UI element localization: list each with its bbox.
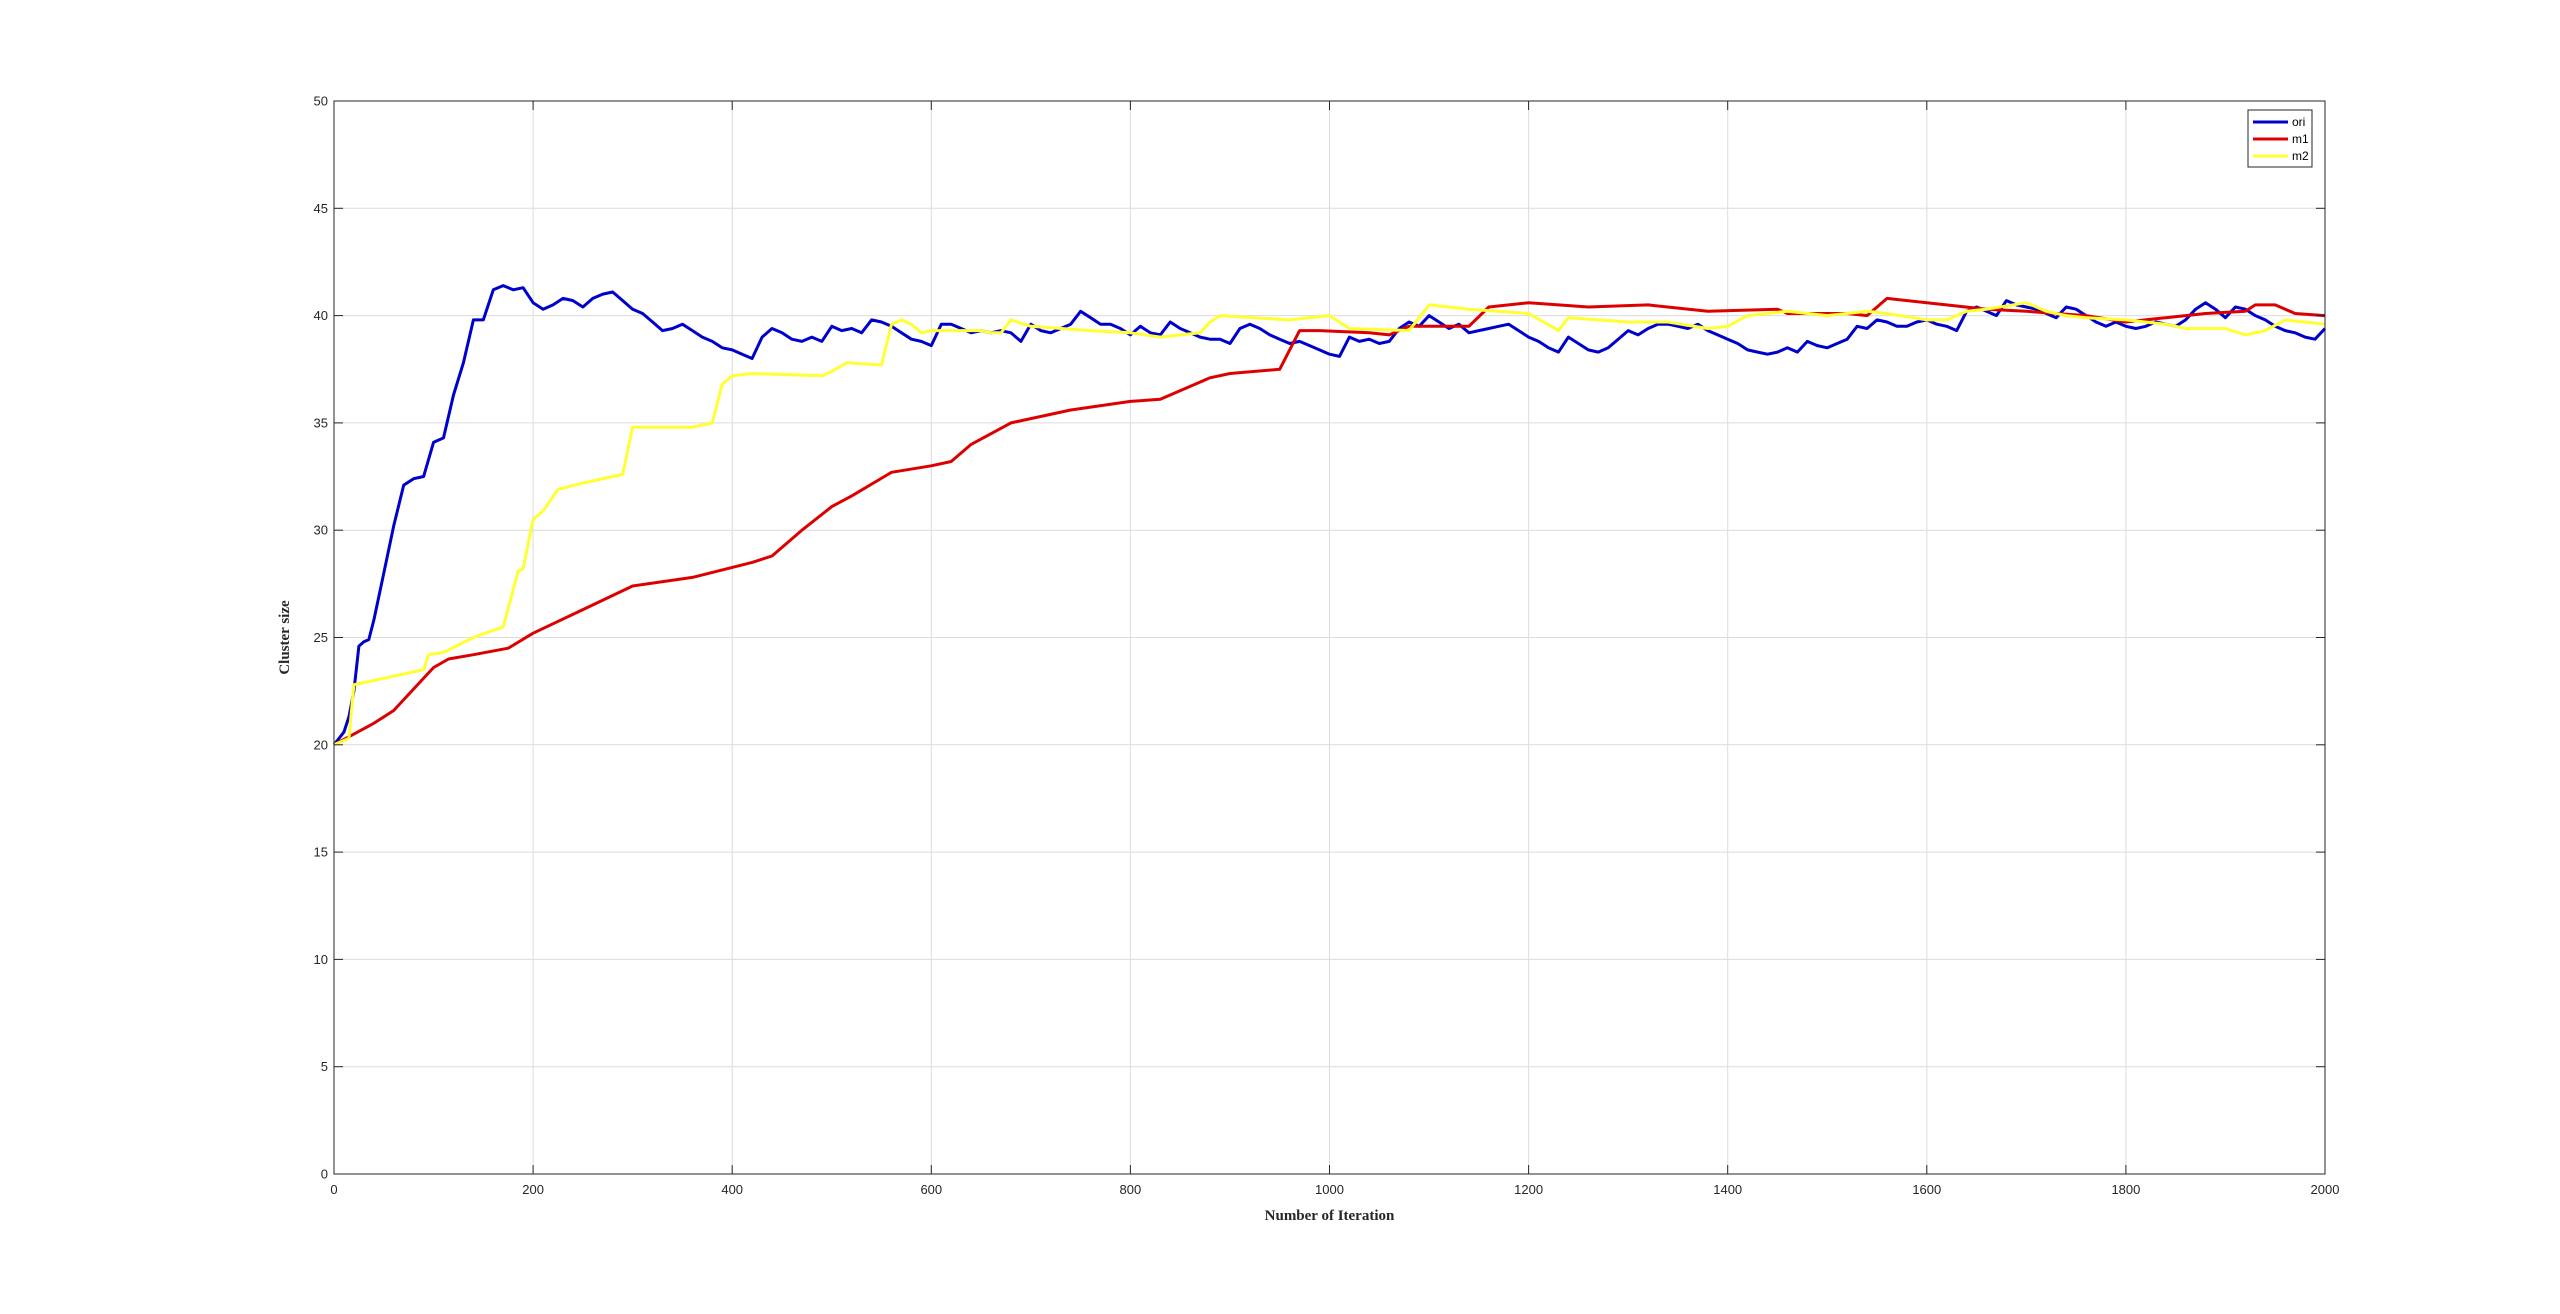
y-tick-label: 50 [314, 94, 328, 109]
x-tick-label: 1200 [1514, 1182, 1543, 1197]
legend-label-m1: m1 [2292, 132, 2309, 146]
y-tick-label: 20 [314, 737, 328, 752]
y-axis-label: Cluster size [277, 600, 293, 675]
legend-label-ori: ori [2292, 115, 2305, 129]
x-tick-label: 1800 [2111, 1182, 2140, 1197]
x-tick-label: 200 [522, 1182, 544, 1197]
y-tick-label: 25 [314, 630, 328, 645]
y-tick-label: 35 [314, 415, 328, 430]
x-axis-label: Number of Iteration [1265, 1208, 1395, 1224]
y-tick-label: 30 [314, 523, 328, 538]
y-tick-label: 5 [321, 1059, 328, 1074]
y-tick-label: 40 [314, 308, 328, 323]
series-line-m2 [333, 301, 2326, 747]
x-tick-label: 1400 [1713, 1182, 1742, 1197]
y-tick-label: 10 [314, 952, 328, 967]
y-tick-label: 15 [314, 845, 328, 860]
axis-ticks: 0 200 400 600 800 1000 1200 1400 1600 1800 2000 0 5 1… [314, 94, 2340, 1198]
y-tick-label: 0 [321, 1167, 328, 1182]
series-line-m1 [333, 296, 2326, 747]
x-tick-label: 0 [330, 1182, 337, 1197]
legend-label-m2: m2 [2292, 149, 2309, 163]
x-tick-label: 800 [1120, 1182, 1142, 1197]
legend: ori m1 m2 [2247, 109, 2313, 168]
y-tick-label: 45 [314, 201, 328, 216]
x-tick-label: 1000 [1315, 1182, 1344, 1197]
x-tick-label: 1600 [1912, 1182, 1941, 1197]
x-tick-label: 2000 [2311, 1182, 2340, 1197]
x-tick-label: 600 [920, 1182, 942, 1197]
series-lines [332, 284, 2327, 747]
x-tick-label: 400 [721, 1182, 743, 1197]
